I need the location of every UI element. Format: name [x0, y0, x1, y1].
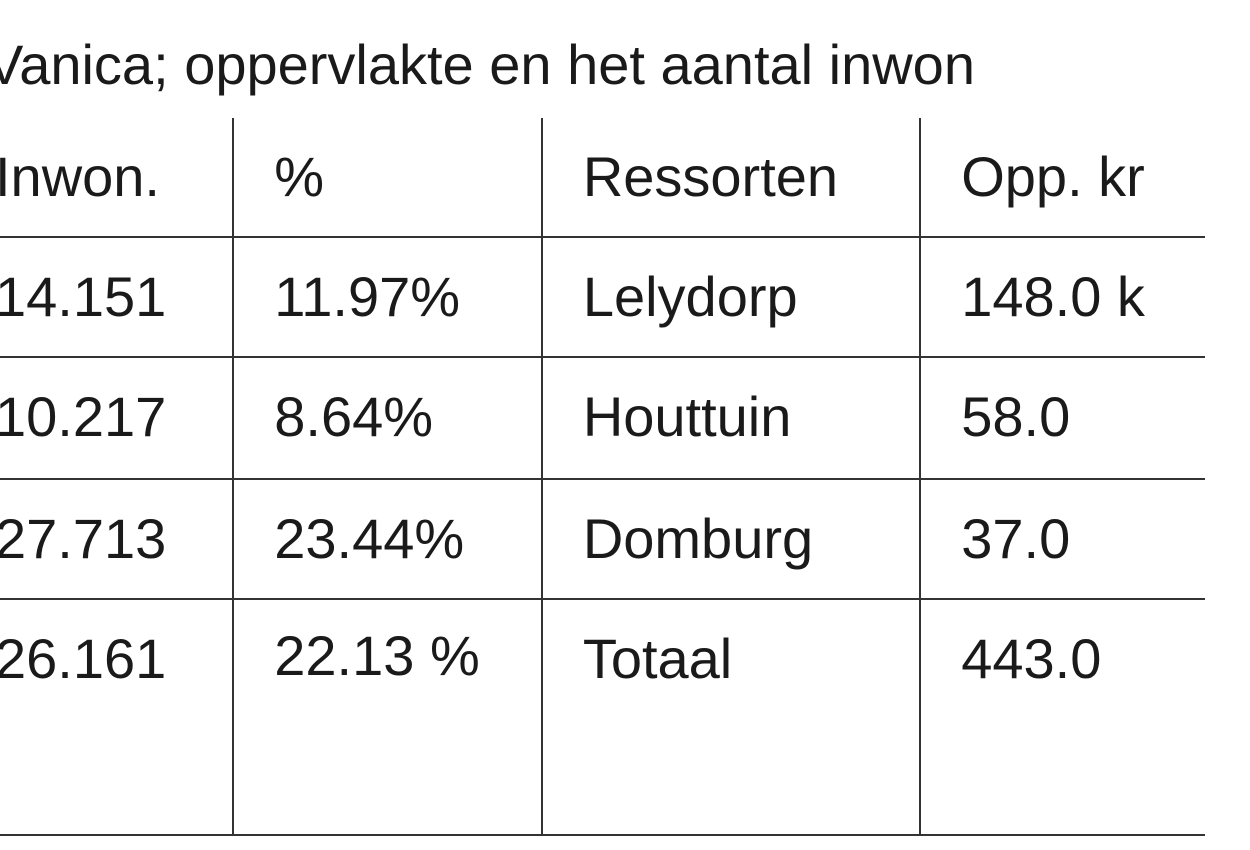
- table-cell: 11.97%: [232, 237, 542, 358]
- header-cell: Inwon.: [0, 118, 234, 238]
- table-cell: 14.151: [0, 237, 234, 358]
- table-row: 14.151 11.97% Lelydorp 148.0 k: [0, 237, 1205, 358]
- header-cell: %: [232, 118, 542, 238]
- table-cell: 58.0: [919, 357, 1205, 480]
- table-cell: 26.161: [0, 599, 234, 836]
- table-row: 27.713 23.44% Domburg 37.0: [0, 479, 1205, 600]
- table-cell: 23.44%: [232, 479, 542, 600]
- table-cell: Houttuin: [540, 357, 921, 480]
- table-row: 26.161 22.13 % Totaal 443.0: [0, 599, 1205, 836]
- table-cell: 443.0: [919, 599, 1205, 836]
- table-cell: Domburg: [540, 479, 921, 600]
- header-row: Inwon.% Ressorten Opp. kr: [0, 118, 1205, 238]
- data-table: Inwon.% Ressorten Opp. kr 14.151 11.97% Lelyd…: [0, 118, 1205, 836]
- table-title: Vanica; oppervlakte en het aantal inwon: [0, 33, 975, 96]
- table-cell: 148.0 k: [919, 237, 1205, 358]
- table-cell: 8.64%: [232, 357, 542, 480]
- table-cell: Totaal: [540, 599, 921, 836]
- header-cell: Ressorten: [540, 118, 921, 238]
- table-cell: Lelydorp: [540, 237, 921, 358]
- table-cell: 37.0: [919, 479, 1205, 600]
- table-row: 10.217 8.64% Houttuin 58.0: [0, 357, 1205, 480]
- table-body: Inwon.% Ressorten Opp. kr 14.151 11.97% Lelyd…: [0, 118, 1205, 836]
- table-cell: 10.217: [0, 357, 234, 480]
- table-cell: 22.13 %: [232, 599, 542, 836]
- table-cell: 27.713: [0, 479, 234, 600]
- header-cell: Opp. kr: [919, 118, 1205, 238]
